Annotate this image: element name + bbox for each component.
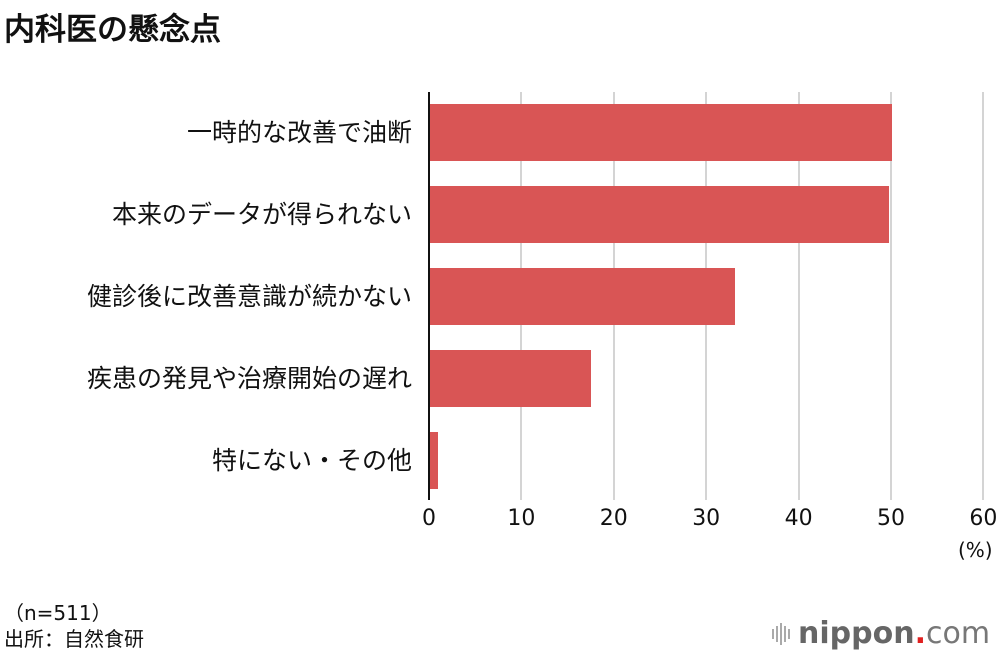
- x-tick-label: 60: [969, 506, 998, 531]
- nippon-logo: nippon. com: [772, 616, 990, 651]
- chart-title: 内科医の懸念点: [4, 12, 221, 48]
- x-tick-label: 30: [692, 506, 721, 531]
- logo-dot: .: [914, 616, 926, 651]
- sound-wave-icon: [772, 622, 790, 645]
- logo-name: nippon: [798, 616, 915, 651]
- bar: [430, 432, 439, 489]
- gridline: [797, 92, 800, 500]
- x-tick-label: 20: [599, 506, 628, 531]
- x-tick-label: 40: [784, 506, 813, 531]
- x-tick-label: 50: [877, 506, 905, 531]
- category-label: 健診後に改善意識が続かない: [86, 282, 412, 311]
- source-note: 出所：自然食研: [4, 627, 144, 651]
- bar: [430, 268, 735, 325]
- x-axis-unit: (%): [958, 538, 993, 562]
- bar: [430, 104, 892, 161]
- bar: [430, 186, 890, 243]
- x-tick-label: 10: [507, 506, 536, 531]
- category-label: 本来のデータが得られない: [111, 200, 412, 229]
- x-tick-label: 0: [422, 506, 436, 531]
- gridline: [890, 92, 892, 500]
- category-label: 疾患の発見や治療開始の遅れ: [86, 364, 412, 393]
- category-label: 特にない・その他: [211, 446, 412, 475]
- logo-suffix: com: [925, 616, 991, 651]
- bar: [430, 350, 591, 407]
- gridline: [982, 92, 985, 500]
- sample-size-note: （n=511）: [4, 601, 112, 625]
- category-label: 一時的な改善で油断: [186, 118, 412, 147]
- y-axis-line: [428, 92, 430, 500]
